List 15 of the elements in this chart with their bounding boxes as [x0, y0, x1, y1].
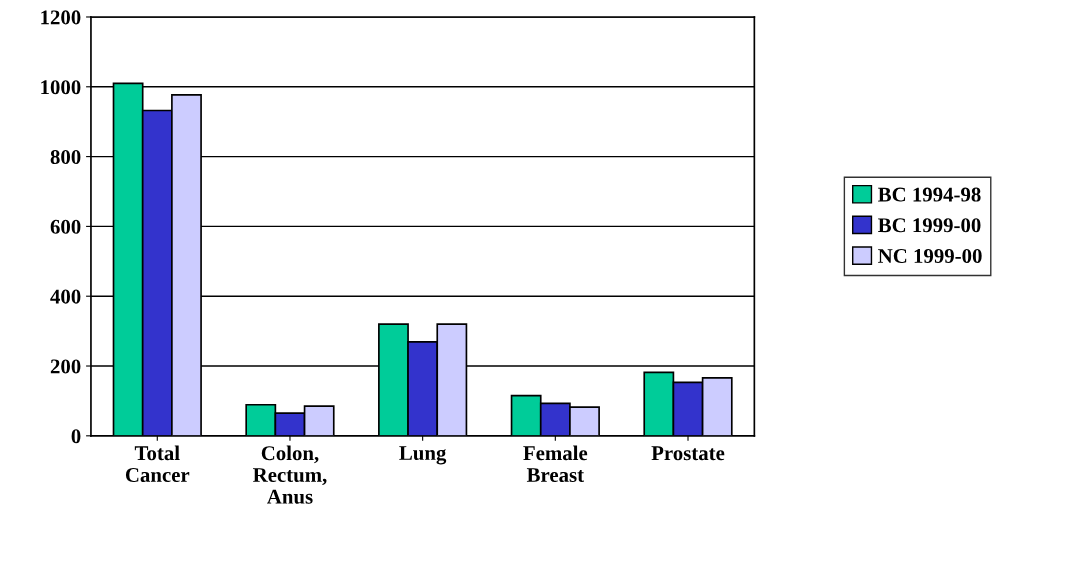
x-tick-label: Lung [399, 446, 447, 465]
x-tick-label: Total Cancer [125, 445, 190, 482]
y-tick-label: 200 [50, 359, 81, 374]
x-tick-label: Prostate [651, 446, 725, 461]
legend-label: BC 1994-98 [878, 187, 981, 202]
y-tick-label: 600 [50, 219, 81, 234]
y-tick-label: 0 [71, 429, 81, 444]
legend-label: NC 1999-00 [878, 248, 982, 263]
x-tick-label: Female Breast [523, 445, 588, 482]
y-tick-label: 800 [50, 149, 81, 165]
x-tick-label: Colon, Rectum, Anus [253, 445, 327, 504]
legend-label: BC 1999-00 [878, 218, 981, 233]
y-tick-label: 400 [50, 289, 81, 304]
y-tick-label: 1000 [41, 80, 81, 95]
y-tick-label: 1200 [41, 10, 81, 25]
